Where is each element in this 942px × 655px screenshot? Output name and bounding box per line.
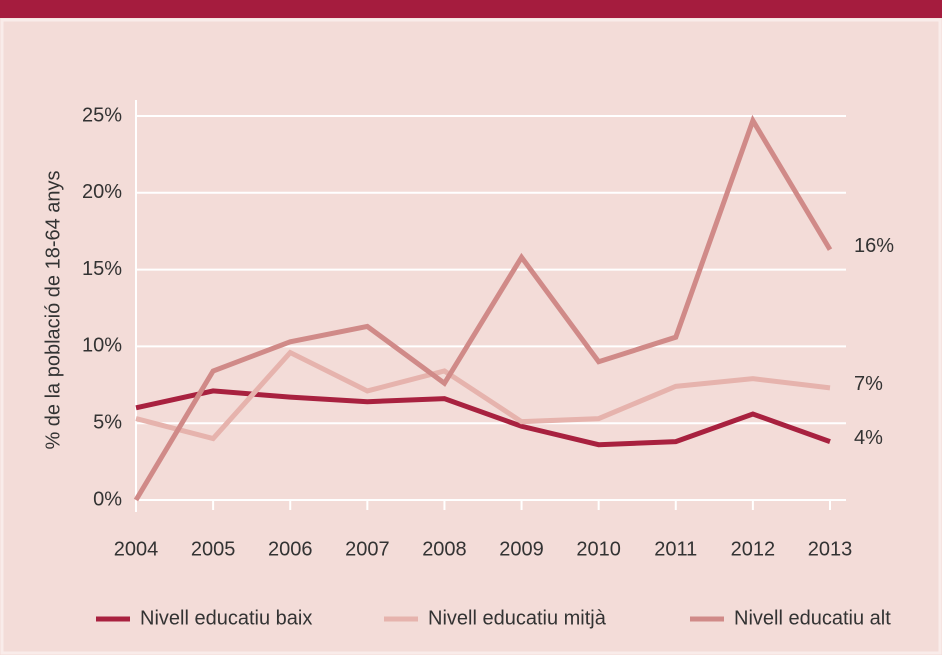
value-label: 7% <box>854 373 883 395</box>
y-tick-label: 20% <box>82 181 122 203</box>
x-tick-label: 2007 <box>345 538 390 560</box>
y-tick-label: 0% <box>93 488 122 510</box>
legend-label: Nivell educatiu mitjà <box>428 607 607 629</box>
x-tick-label: 2013 <box>808 538 853 560</box>
y-tick-label: 10% <box>82 335 122 357</box>
y-tick-label: 25% <box>82 104 122 126</box>
x-tick-label: 2010 <box>576 538 621 560</box>
y-tick-label: 15% <box>82 258 122 280</box>
frame <box>0 18 942 655</box>
legend-label: Nivell educatiu alt <box>734 607 891 629</box>
value-label: 16% <box>854 235 894 257</box>
legend-label: Nivell educatiu baix <box>140 607 312 629</box>
series-line <box>133 114 833 502</box>
x-tick-label: 2008 <box>422 538 467 560</box>
x-tick-label: 2004 <box>114 538 159 560</box>
y-axis-label: % de la població de 18-64 anys <box>42 170 64 449</box>
x-tick-label: 2005 <box>191 538 236 560</box>
y-tick-label: 5% <box>93 411 122 433</box>
x-tick-label: 2006 <box>268 538 313 560</box>
series-line <box>135 349 831 442</box>
x-tick-label: 2009 <box>499 538 544 560</box>
x-tick-label: 2012 <box>731 538 776 560</box>
value-label: 4% <box>854 427 883 449</box>
x-tick-label: 2011 <box>654 538 697 560</box>
header-banner <box>0 0 942 18</box>
